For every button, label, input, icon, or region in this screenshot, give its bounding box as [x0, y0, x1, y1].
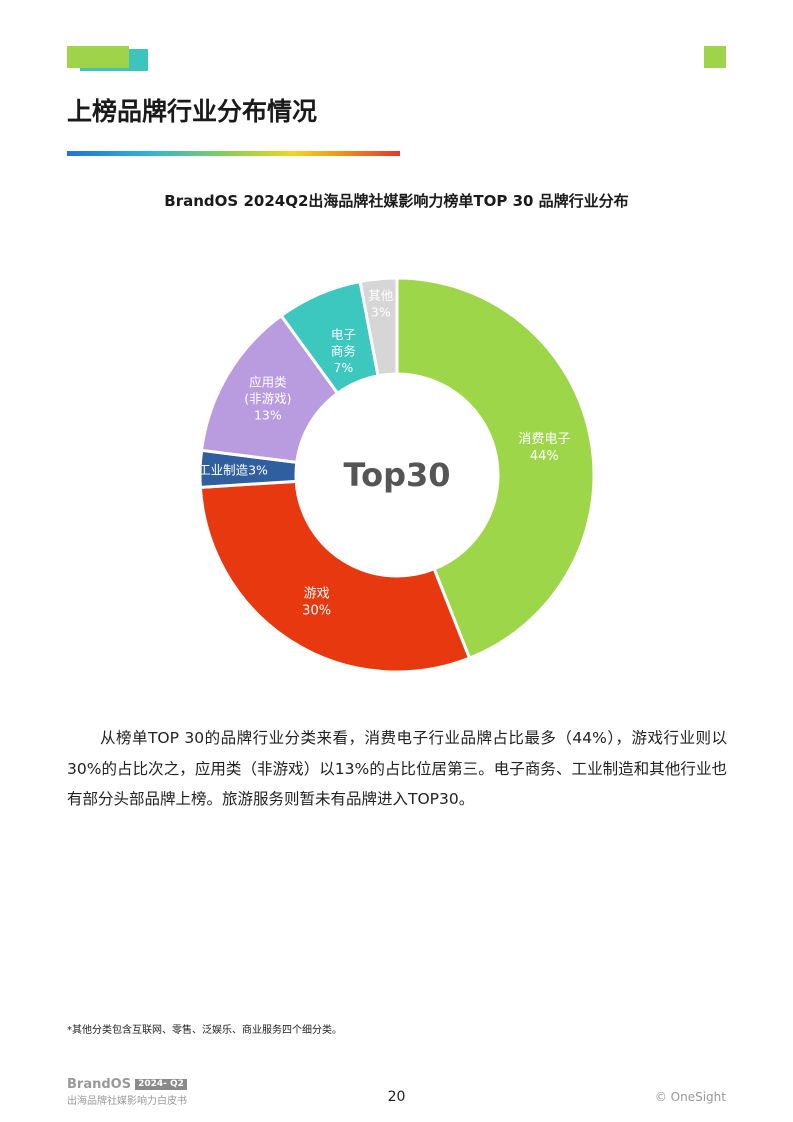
section-title: 上榜品牌行业分布情况 [67, 97, 318, 126]
slice-6 [358, 276, 399, 378]
footer-subtitle: 出海品牌社媒影响力白皮书 [67, 1096, 187, 1107]
slice-label-5: 电子商务 7% [331, 327, 356, 375]
donut-chart: 消费电子 44% 游戏 30% 工业制造3% 应用类(非游戏) 13% 电子商务 7% 其他 3% T… [198, 276, 596, 674]
body-paragraph: 从榜单TOP 30的品牌行业分类来看，消费电子行业品牌占比最多（44%），游戏行… [67, 729, 727, 808]
slice-label-2: 游戏 30% [302, 587, 331, 619]
header-decoration-square [704, 46, 726, 68]
slice-2 [198, 479, 472, 674]
slice-label-6: 其他 3% [368, 288, 394, 320]
slice-label-4: 应用类(非游戏) 13% [244, 375, 291, 423]
footer-brand: BrandOS 2024- Q2 [67, 1077, 187, 1092]
chart-title: BrandOS 2024Q2出海品牌社媒影响力榜单TOP 30 品牌行业分布 [164, 192, 629, 210]
header-decoration-green [67, 46, 129, 68]
page-number: 20 [387, 1089, 406, 1105]
footer-brand-name: BrandOS [67, 1077, 132, 1092]
slice-1 [395, 276, 596, 661]
slice-label-1: 消费电子 44% [518, 432, 570, 464]
donut-center-label: Top30 [344, 456, 451, 494]
footnote: *其他分类包含互联网、零售、泛娱乐、商业服务四个细分类。 [67, 1025, 342, 1036]
footer-badge: 2024- Q2 [135, 1079, 187, 1090]
footer-copyright: © OneSight [654, 1090, 726, 1104]
slice-label-3: 工业制造3% [198, 462, 268, 477]
title-gradient-bar [67, 151, 400, 156]
